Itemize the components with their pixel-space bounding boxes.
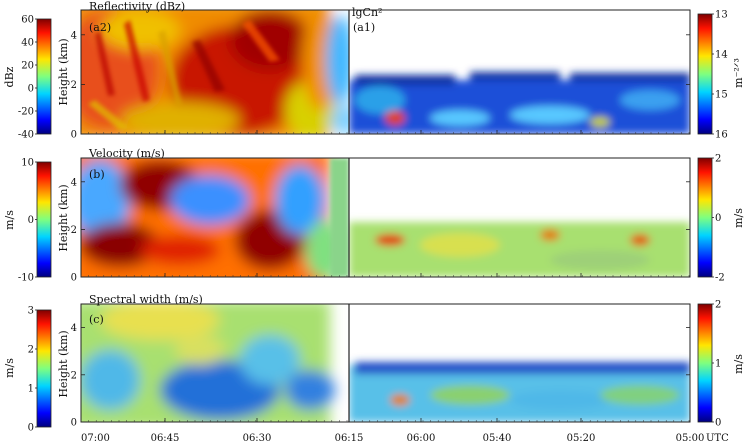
width-heatmap-right [349, 304, 690, 422]
reflectivity-heatmap [81, 10, 349, 134]
panel-c-label: (c) [89, 313, 104, 326]
colorbar-velocity-right-ticklabel: -2 [715, 273, 725, 284]
panel-c: m/s 3 2 1 0 [3, 293, 745, 434]
time-ticklabel: 06:00 [407, 433, 436, 444]
colorbar-cn2-ticks: 13 14 15 16 [712, 10, 728, 141]
time-ticklabel: 06:45 [151, 433, 180, 444]
panel-a-title: Reflectivity (dBz) [89, 0, 185, 13]
width-heatmap-left [81, 304, 349, 422]
colorbar-width-left-label: m/s [3, 358, 16, 378]
time-axis-unit: UTC [706, 433, 729, 444]
panel-b-title: Velocity (m/s) [88, 147, 165, 160]
colorbar-width-left-ticklabel: 1 [28, 384, 34, 395]
height-ticklabel: 2 [71, 370, 77, 381]
colorbar-cn2 [697, 13, 713, 135]
time-ticklabel: 05:40 [483, 433, 512, 444]
colorbar-width-right-ticks: 2 1 0 [712, 300, 721, 429]
colorbar-width-left-ticks: 3 2 1 0 [28, 306, 37, 434]
colorbar-velocity-left [36, 161, 52, 278]
panel-b-label: (b) [89, 168, 105, 181]
colorbar-width-right-label: m/s [732, 354, 745, 374]
height-ticklabel: 2 [71, 225, 77, 236]
colorbar-dbz-ticklabel: 0 [28, 84, 34, 95]
panel-a1-label: (a1) [353, 21, 375, 34]
colorbar-velocity-left-ticklabel: 0 [28, 215, 34, 226]
panel-a-yticks: 0 2 4 [71, 30, 690, 141]
colorbar-velocity-left-ticks: 10 0 -10 [18, 158, 37, 284]
panel-c-title: Spectral width (m/s) [89, 293, 203, 306]
height-ticklabel: 0 [71, 273, 77, 284]
colorbar-dbz-ticklabel: 60 [21, 15, 34, 26]
colorbar-dbz-label: dBz [3, 66, 16, 87]
colorbar-width-right-ticklabel: 0 [715, 418, 721, 429]
panel-a-right-title: lgCn² [352, 6, 382, 19]
colorbar-dbz-ticklabel: 20 [21, 61, 34, 72]
colorbar-velocity-right-ticks: 2 0 -2 [712, 154, 725, 284]
colorbar-width-right-ticklabel: 1 [715, 359, 721, 370]
panel-b-yticks: 0 2 4 [71, 177, 690, 284]
colorbar-width-left-ticklabel: 2 [28, 345, 34, 356]
colorbar-cn2-ticklabel: 15 [715, 90, 728, 101]
time-ticklabel: 06:15 [335, 433, 364, 444]
colorbar-velocity-left-ticklabel: -10 [18, 273, 34, 284]
colorbar-velocity-left-label: m/s [3, 210, 16, 230]
panel-c-ylabel: Height (km) [57, 330, 70, 397]
height-ticklabel: 2 [71, 80, 77, 91]
height-ticklabel: 0 [71, 130, 77, 141]
colorbar-width-left-ticklabel: 3 [28, 306, 34, 317]
panel-b: m/s 10 0 -10 [3, 147, 745, 284]
colorbar-dbz-ticklabel: -40 [18, 130, 34, 141]
height-ticklabel: 4 [71, 177, 77, 188]
cn2-heatmap [349, 10, 690, 134]
time-ticklabel: 06:30 [243, 433, 272, 444]
colorbar-velocity-right-label: m/s [732, 208, 745, 228]
panel-a-ylabel: Height (km) [57, 38, 70, 105]
colorbar-velocity-right-ticklabel: 0 [715, 213, 721, 224]
time-ticklabel: 05:20 [567, 433, 596, 444]
velocity-heatmap-left [81, 158, 349, 277]
panel-b-ylabel: Height (km) [57, 184, 70, 251]
colorbar-dbz [36, 18, 52, 135]
colorbar-dbz-ticklabel: 40 [21, 38, 34, 49]
height-ticklabel: 0 [71, 418, 77, 429]
colorbar-cn2-label: m⁻²ᐟ³ [732, 58, 745, 88]
colorbar-dbz-ticklabel: -20 [18, 107, 34, 118]
time-ticklabel: 05:00 [676, 433, 705, 444]
colorbar-velocity-right-ticklabel: 2 [715, 154, 721, 165]
panel-c-yticks: 0 2 4 [71, 323, 690, 429]
colorbar-velocity-right [697, 157, 713, 278]
colorbar-width-right [697, 303, 713, 423]
colorbar-velocity-left-ticklabel: 10 [21, 158, 34, 169]
colorbar-cn2-ticklabel: 14 [715, 50, 728, 61]
colorbar-dbz-ticks: 60 40 20 0 -20 -40 [18, 15, 37, 141]
colorbar-cn2-ticklabel: 13 [715, 10, 728, 21]
velocity-heatmap-right [349, 158, 690, 277]
height-ticklabel: 4 [71, 30, 77, 41]
time-axis: 07:00 06:45 06:30 06:15 06:00 05:40 05:20 05:00 [80, 130, 705, 444]
time-ticklabel: 07:00 [81, 433, 110, 444]
height-ticklabel: 4 [71, 323, 77, 334]
panel-a2-label: (a2) [89, 21, 111, 34]
colorbar-width-left [36, 309, 52, 428]
colorbar-width-right-ticklabel: 2 [715, 300, 721, 311]
colorbar-width-left-ticklabel: 0 [28, 423, 34, 434]
colorbar-cn2-ticklabel: 16 [715, 130, 728, 141]
